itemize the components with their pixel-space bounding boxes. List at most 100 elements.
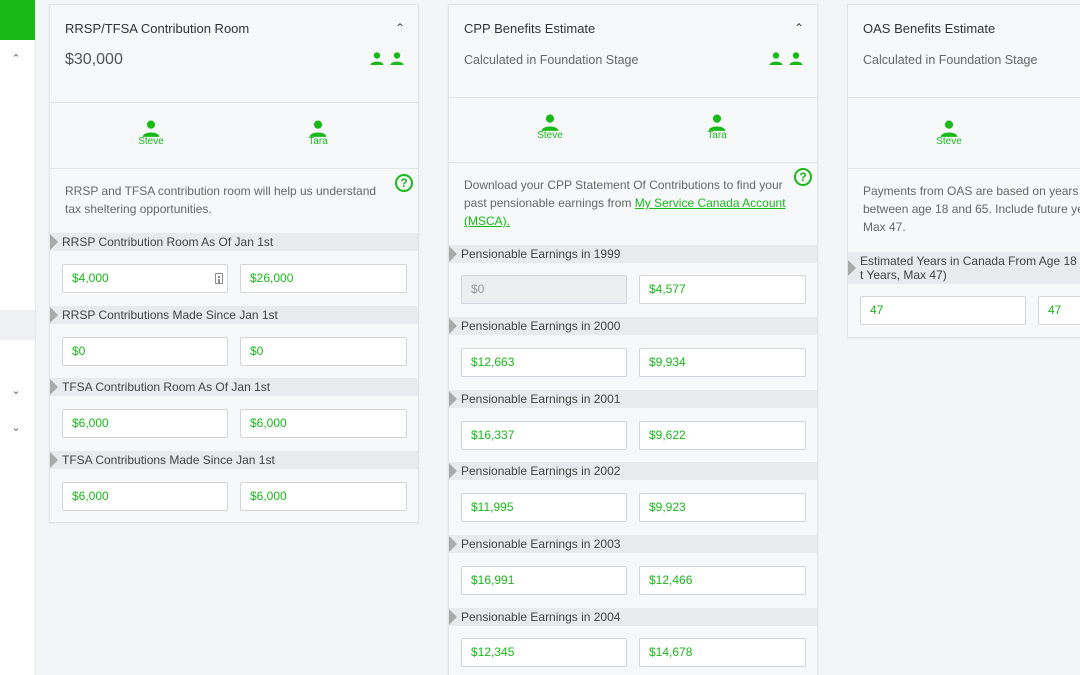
card-subtitle: Calculated in Foundation Stage <box>863 53 1038 67</box>
tfsa-room-steve-input[interactable]: $6,000 <box>62 409 228 438</box>
earnings-2004-steve-input[interactable]: $12,345 <box>461 638 627 667</box>
section-label: RRSP Contribution Room As Of Jan 1st <box>50 233 418 251</box>
person-name: Tara <box>308 136 328 147</box>
triangle-icon <box>848 260 856 276</box>
section-label-text: Pensionable Earnings in 2001 <box>461 392 621 406</box>
people-row: Steve Tara <box>50 103 418 169</box>
field-value: $16,337 <box>471 428 515 442</box>
earnings-2002-steve-input[interactable]: $11,995 <box>461 493 627 522</box>
section-label: Pensionable Earnings in 2001 <box>449 390 817 408</box>
section-label: Estimated Years in Canada From Age 18 t … <box>848 252 1080 284</box>
card-subtitle: Calculated in Foundation Stage <box>464 53 639 67</box>
section-label-text: Pensionable Earnings in 1999 <box>461 247 621 261</box>
people-row: Steve <box>848 98 1080 169</box>
help-icon[interactable]: ? <box>395 174 413 192</box>
triangle-icon <box>449 246 457 262</box>
chevron-up-icon[interactable]: ⌃ <box>793 21 805 35</box>
tfsa-contrib-tara-input[interactable]: $6,000 <box>240 482 407 511</box>
earnings-2002-tara-input[interactable]: $9,923 <box>639 493 806 522</box>
chevron-down-icon[interactable]: ⌄ <box>11 422 21 434</box>
field-value: $9,622 <box>649 428 686 442</box>
card-title: RRSP/TFSA Contribution Room <box>65 21 250 36</box>
field-value: $14,678 <box>649 645 693 659</box>
field-value: $9,934 <box>649 355 686 369</box>
person-steve[interactable]: Steve <box>121 120 181 147</box>
sidebar: ⌃ ⌄ ⌄ <box>0 0 36 675</box>
person-icon <box>309 120 327 137</box>
field-value: 47 <box>870 303 884 317</box>
calculator-icon[interactable] <box>215 273 223 284</box>
chevron-up-icon[interactable]: ⌃ <box>394 21 406 35</box>
field-value: $12,663 <box>471 355 515 369</box>
field-value: $4,577 <box>649 282 686 296</box>
people-icons <box>370 52 404 65</box>
sidebar-active-item[interactable] <box>0 310 35 340</box>
section-label-text: RRSP Contributions Made Since Jan 1st <box>62 308 278 322</box>
earnings-2001-steve-input[interactable]: $16,337 <box>461 421 627 450</box>
earnings-2003-tara-input[interactable]: $12,466 <box>639 566 806 595</box>
field-value: $12,466 <box>649 573 693 587</box>
card-header: RRSP/TFSA Contribution Room ⌃ $30,000 <box>50 5 418 103</box>
field-value: $11,995 <box>471 500 514 514</box>
rrsp-contrib-steve-input[interactable]: $0 <box>62 337 228 366</box>
section-label: Pensionable Earnings in 2003 <box>449 535 817 553</box>
person-tara[interactable]: Tara <box>288 120 348 147</box>
tfsa-contrib-steve-input[interactable]: $6,000 <box>62 482 228 511</box>
earnings-2003-steve-input[interactable]: $16,991 <box>461 566 627 595</box>
section-label: Pensionable Earnings in 2002 <box>449 462 817 480</box>
card-header: CPP Benefits Estimate ⌃ Calculated in Fo… <box>449 5 817 98</box>
earnings-2001-tara-input[interactable]: $9,622 <box>639 421 806 450</box>
card-description: Payments from OAS are based on years l b… <box>863 184 1080 234</box>
triangle-icon <box>50 234 58 250</box>
field-value: $0 <box>250 344 264 358</box>
person-steve[interactable]: Steve <box>919 120 979 147</box>
rrsp-tfsa-card: RRSP/TFSA Contribution Room ⌃ $30,000 St… <box>49 4 419 523</box>
cpp-card: CPP Benefits Estimate ⌃ Calculated in Fo… <box>448 4 818 675</box>
chevron-up-icon[interactable]: ⌃ <box>11 53 21 65</box>
section-label: Pensionable Earnings in 1999 <box>449 245 817 263</box>
rrsp-contrib-tara-input[interactable]: $0 <box>240 337 407 366</box>
section-label: Pensionable Earnings in 2004 <box>449 608 817 626</box>
field-value: $9,923 <box>649 500 686 514</box>
section-label-text: Estimated Years in Canada From Age 18 t … <box>860 254 1077 282</box>
field-value: $6,000 <box>72 416 109 430</box>
help-icon[interactable]: ? <box>794 168 812 186</box>
chevron-down-icon[interactable]: ⌄ <box>11 385 21 397</box>
person-name: Steve <box>936 136 962 147</box>
earnings-1999-steve-input[interactable]: $0 <box>461 275 627 304</box>
tfsa-room-tara-input[interactable]: $6,000 <box>240 409 407 438</box>
oas-years-steve-input[interactable]: 47 <box>860 296 1026 325</box>
brand-logo[interactable] <box>0 0 35 40</box>
rrsp-room-steve-input[interactable]: $4,000 <box>62 264 228 293</box>
people-icons <box>769 52 803 65</box>
earnings-2004-tara-input[interactable]: $14,678 <box>639 638 806 667</box>
person-steve[interactable]: Steve <box>520 114 580 141</box>
field-value: $6,000 <box>72 489 109 503</box>
section-label-text: Pensionable Earnings in 2000 <box>461 319 621 333</box>
triangle-icon <box>449 318 457 334</box>
field-value: $0 <box>471 282 485 296</box>
triangle-icon <box>50 307 58 323</box>
person-name: Steve <box>138 136 164 147</box>
earnings-2000-steve-input[interactable]: $12,663 <box>461 348 627 377</box>
msca-link[interactable]: My Service Canada Account (MSCA). <box>464 196 786 228</box>
person-icon <box>789 52 803 65</box>
person-icon <box>142 120 160 137</box>
person-tara[interactable]: Tara <box>687 114 747 141</box>
earnings-2000-tara-input[interactable]: $9,934 <box>639 348 806 377</box>
card-header: OAS Benefits Estimate Calculated in Foun… <box>848 5 1080 98</box>
earnings-1999-tara-input[interactable]: $4,577 <box>639 275 806 304</box>
description-text: Download your CPP Statement Of Contribut… <box>464 178 783 210</box>
field-value: $16,991 <box>471 573 515 587</box>
card-title: OAS Benefits Estimate <box>863 21 996 36</box>
oas-years-tara-input[interactable]: 47 <box>1038 296 1080 325</box>
rrsp-room-tara-input[interactable]: $26,000 <box>240 264 407 293</box>
field-value: $12,345 <box>471 645 515 659</box>
section-label-text: Pensionable Earnings in 2003 <box>461 537 621 551</box>
section-label: TFSA Contribution Room As Of Jan 1st <box>50 378 418 396</box>
card-description: Download your CPP Statement Of Contribut… <box>464 176 794 230</box>
field-value: 47 <box>1048 303 1062 317</box>
triangle-icon <box>449 609 457 625</box>
section-label: TFSA Contributions Made Since Jan 1st <box>50 451 418 469</box>
section-label: RRSP Contributions Made Since Jan 1st <box>50 306 418 324</box>
